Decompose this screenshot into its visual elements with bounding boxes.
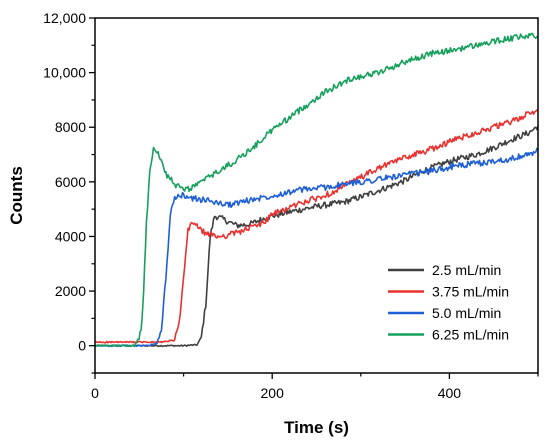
x-tick-label: 0 [91, 385, 99, 401]
plot-frame [94, 17, 539, 374]
y-tick-label: 12,000 [43, 10, 86, 26]
y-axis-title: Counts [7, 166, 26, 225]
legend-label: 3.75 mL/min [432, 284, 509, 300]
legend-label: 2.5 mL/min [432, 262, 501, 278]
y-tick-label: 6000 [55, 174, 86, 190]
x-axis-title: Time (s) [284, 418, 349, 437]
series-line-2 [94, 109, 539, 344]
legend-label: 5.0 mL/min [432, 305, 501, 321]
y-tick-label: 2000 [55, 283, 86, 299]
series-line-1 [94, 125, 539, 348]
y-tick-label: 4000 [55, 228, 86, 244]
series-line-4 [94, 32, 539, 348]
legend-label: 6.25 mL/min [432, 327, 509, 343]
legend: 2.5 mL/min 3.75 mL/min 5.0 mL/min 6.25 mL/m… [388, 262, 509, 343]
series-layer [94, 32, 539, 348]
x-tick-label: 200 [261, 385, 285, 401]
y-tick-label: 8000 [55, 119, 86, 135]
x-tick-label: 400 [438, 385, 462, 401]
y-tick-label: 0 [78, 338, 86, 354]
y-tick-label: 10,000 [43, 65, 86, 81]
series-line-3 [94, 147, 539, 348]
